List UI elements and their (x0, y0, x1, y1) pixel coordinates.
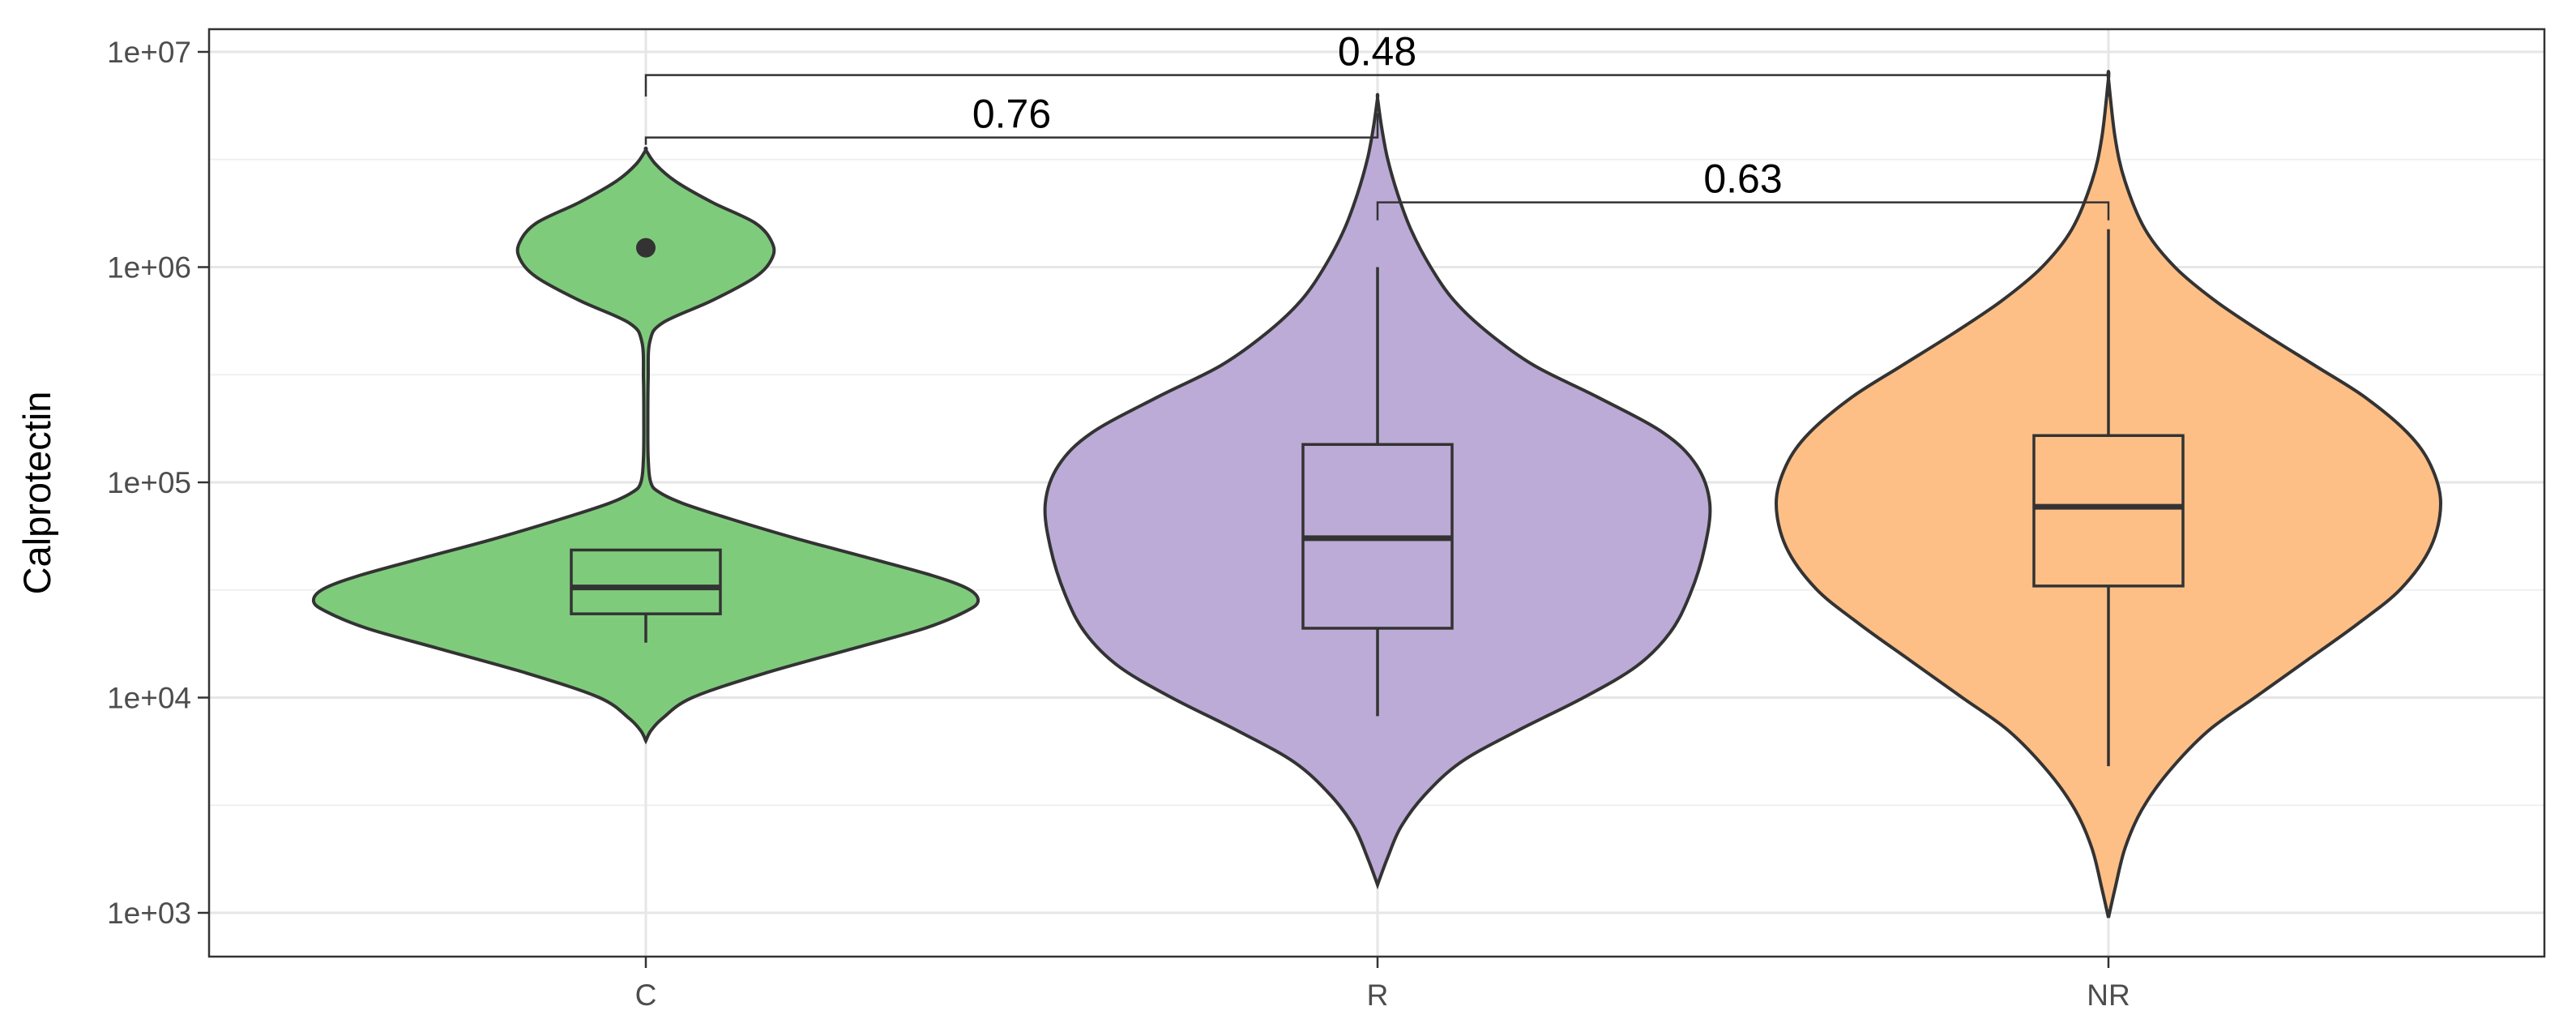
y-tick-label: 1e+05 (107, 466, 191, 499)
violin-c (311, 146, 980, 745)
y-tick-label: 1e+03 (107, 897, 191, 930)
violin-nr (1774, 70, 2443, 919)
box-c (570, 548, 722, 615)
violins (311, 70, 2443, 919)
outlier-points (636, 238, 656, 258)
bracket-c-nr (644, 74, 2110, 97)
x-axis: C R NR (635, 957, 2130, 1012)
y-tick-label: 1e+06 (107, 251, 191, 285)
outlier-point-c (636, 238, 656, 258)
p-value-label-c-nr: 0.48 (1338, 29, 1416, 75)
bracket-c-r (644, 113, 1379, 145)
x-tick-label-r: R (1367, 978, 1389, 1012)
x-tick-label-c: C (635, 978, 657, 1012)
y-axis-title: Calprotectin (15, 392, 58, 595)
violin-r (1043, 92, 1712, 890)
y-axis: 1e+03 1e+04 1e+05 1e+06 1e+07 (107, 36, 209, 930)
p-value-label-c-r: 0.76 (972, 92, 1051, 137)
x-tick-label-nr: NR (2087, 978, 2130, 1012)
p-value-label-r-nr: 0.63 (1703, 156, 1782, 202)
box-nr (2032, 434, 2185, 588)
comparison-brackets: 0.76 0.63 0.48 (644, 29, 2110, 221)
bracket-r-nr (1376, 201, 2110, 221)
y-tick-label: 1e+07 (107, 36, 191, 69)
boxplots (570, 229, 2185, 767)
y-tick-label: 1e+04 (107, 682, 191, 715)
